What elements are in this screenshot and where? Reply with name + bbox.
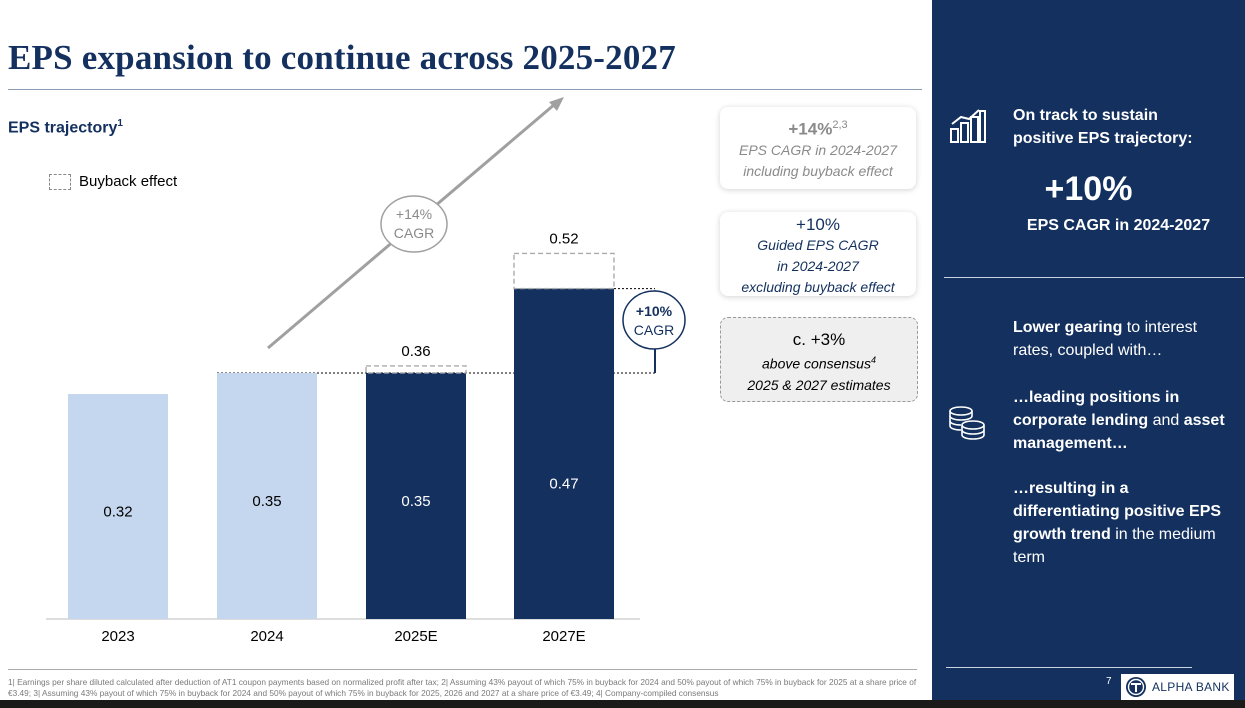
callout-guided-line2: in 2024-2027 xyxy=(777,258,859,274)
bottom-bar xyxy=(0,700,1245,708)
buyback-box-2025E xyxy=(365,365,467,374)
callout-consensus-sup: 4 xyxy=(870,355,876,365)
alpha-bank-logo-icon xyxy=(1126,677,1146,697)
sidebar-p2-mid: and xyxy=(1148,412,1184,429)
callout-consensus-line2: 2025 & 2027 estimates xyxy=(747,376,891,393)
footnote-divider xyxy=(8,669,917,670)
callout-guided-line3: excluding buyback effect xyxy=(741,279,895,295)
callout-buyback-cagr: +14%2,3 EPS CAGR in 2024-2027 including … xyxy=(720,107,916,189)
bar-2027E xyxy=(514,288,614,619)
chart-subtitle: EPS trajectory1 xyxy=(8,118,123,137)
sidebar-p2-bold1: …leading positions in corporate lending xyxy=(1013,389,1180,429)
sidebar-divider xyxy=(944,277,1244,278)
coins-stack-icon xyxy=(949,406,985,440)
sidebar-footer-divider xyxy=(946,667,1192,668)
x-tick-2027E: 2027E xyxy=(542,628,585,645)
sidebar-big-value: +10% xyxy=(1044,170,1133,208)
callout-buyback-sup: 2,3 xyxy=(832,119,848,131)
callout-buyback-value-row: +14%2,3 xyxy=(720,119,916,140)
callout-buyback-line2: including buyback effect xyxy=(743,162,893,179)
cagr-buyback-line2: CAGR xyxy=(394,225,434,241)
callout-consensus-line1: above consensus xyxy=(762,355,871,372)
callout-consensus-value: c. +3% xyxy=(792,330,846,349)
legend-buyback-label: Buyback effect xyxy=(79,173,178,190)
bar-label-2024: 0.35 xyxy=(252,493,281,510)
sidebar-big-sub: EPS CAGR in 2024-2027 xyxy=(1026,217,1211,234)
page-number: 7 xyxy=(1106,676,1112,687)
page-title: EPS expansion to continue across 2025-20… xyxy=(8,38,676,77)
cagr-guided-bubble xyxy=(622,290,686,350)
sidebar-paragraph-2: …leading positions in corporate lending … xyxy=(1013,386,1235,455)
total-label-2027E: 0.52 xyxy=(549,230,578,247)
bar-chart-growth-icon xyxy=(950,109,986,143)
total-label-2025E: 0.36 xyxy=(401,343,430,360)
sidebar-heading: On track to sustain positive EPS traject… xyxy=(1013,104,1193,150)
footnote: 1| Earnings per share diluted calculated… xyxy=(8,677,917,698)
callout-consensus: c. +3% above consensus4 2025 & 2027 esti… xyxy=(720,317,918,402)
cagr-buyback-line1: +14% xyxy=(396,206,432,222)
bar-2023 xyxy=(68,394,168,619)
x-tick-2023: 2023 xyxy=(101,628,134,645)
cagr-buyback-bubble xyxy=(380,195,448,253)
title-divider xyxy=(8,89,922,90)
callout-buyback-value: +14% xyxy=(788,119,833,139)
alpha-bank-name: ALPHA BANK xyxy=(1152,680,1230,694)
legend-buyback-swatch xyxy=(49,173,71,190)
sidebar-heading-line2: positive EPS trajectory: xyxy=(1013,130,1193,147)
sidebar-p3-bold: …resulting in a differentiating positive… xyxy=(1013,480,1222,543)
callout-buyback-line1: EPS CAGR in 2024-2027 xyxy=(739,141,897,158)
chart-subtitle-sup: 1 xyxy=(117,118,123,129)
callout-guided-value: +10% xyxy=(796,215,840,234)
buyback-box-2027E xyxy=(513,252,615,290)
chart-legend: Buyback effect xyxy=(49,173,177,190)
sidebar-p2-bold2: asset management… xyxy=(1013,412,1225,452)
sidebar-paragraph-1: Lower gearing to interest rates, coupled… xyxy=(1013,316,1235,362)
sidebar-p3-rest: in the medium term xyxy=(1013,526,1216,566)
callout-guided-cagr: +10% Guided EPS CAGR in 2024-2027 exclud… xyxy=(720,212,916,296)
sidebar-heading-line1: On track to sustain xyxy=(1013,107,1158,124)
sidebar-panel: On track to sustain positive EPS traject… xyxy=(932,0,1245,700)
cagr-guided-line1: +10% xyxy=(636,303,673,319)
sidebar-paragraph-3: …resulting in a differentiating positive… xyxy=(1013,477,1235,569)
alpha-bank-logo: ALPHA BANK xyxy=(1121,674,1234,700)
bar-2025E xyxy=(366,372,466,619)
cagr-guided-line2: CAGR xyxy=(634,322,674,338)
callout-guided-line1: Guided EPS CAGR xyxy=(757,237,879,253)
sidebar-p1-rest: to interest rates, coupled with… xyxy=(1013,319,1198,359)
bar-label-2023: 0.32 xyxy=(103,504,132,521)
cagr-trend-arrowhead xyxy=(549,97,564,111)
eps-chart: 0.32 2023 0.35 2024 0.35 2025E 0.36 0.47 2027E 0.… xyxy=(46,97,686,645)
sidebar-p1-bold: Lower gearing xyxy=(1013,319,1123,336)
bar-label-2025E: 0.35 xyxy=(401,493,430,510)
chart-subtitle-text: EPS trajectory xyxy=(8,119,118,137)
bar-label-2027E: 0.47 xyxy=(549,476,578,493)
bar-2024 xyxy=(217,372,317,619)
x-tick-2025E: 2025E xyxy=(394,628,437,645)
x-tick-2024: 2024 xyxy=(250,628,283,645)
callout-consensus-line1-row: above consensus4 xyxy=(721,350,917,375)
